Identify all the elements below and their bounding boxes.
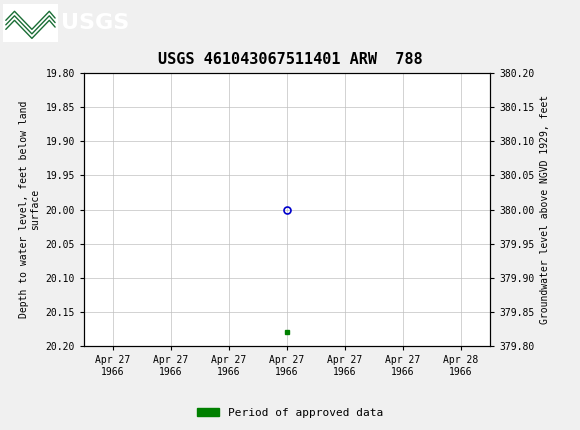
Legend: Period of approved data: Period of approved data bbox=[193, 403, 387, 422]
Text: USGS 461043067511401 ARW  788: USGS 461043067511401 ARW 788 bbox=[158, 52, 422, 67]
Y-axis label: Groundwater level above NGVD 1929, feet: Groundwater level above NGVD 1929, feet bbox=[540, 95, 550, 324]
Bar bbox=[3, 3, 58, 42]
Y-axis label: Depth to water level, feet below land
surface: Depth to water level, feet below land su… bbox=[19, 101, 40, 318]
Text: USGS: USGS bbox=[61, 12, 129, 33]
